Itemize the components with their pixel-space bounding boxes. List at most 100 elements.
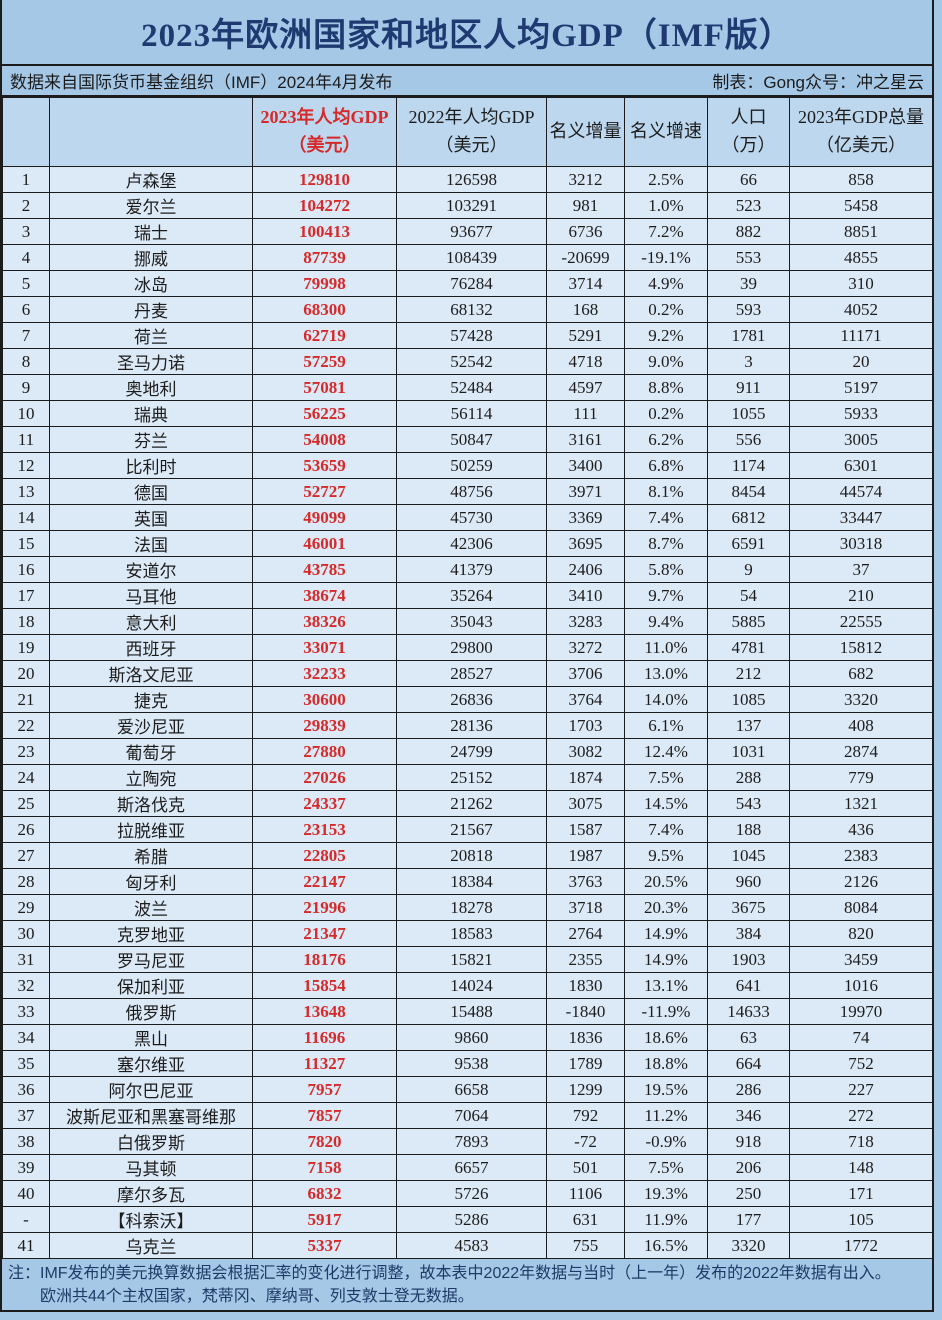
cell-nominal-growth-rate: 7.5% xyxy=(624,1154,708,1181)
cell-nominal-growth-rate: 7.5% xyxy=(624,764,708,791)
cell-nominal-growth-rate: 14.9% xyxy=(624,946,708,973)
cell-nominal-increase: 1299 xyxy=(546,1076,625,1103)
cell-gdp-per-capita-2023: 33071 xyxy=(252,634,397,661)
cell-gdp-total-2023: 227 xyxy=(789,1076,933,1103)
cell-gdp-per-capita-2023: 7957 xyxy=(252,1076,397,1103)
cell-nominal-increase: 755 xyxy=(546,1232,625,1259)
table-row: 16 安道尔 43785 41379 2406 5.8% 9 37 xyxy=(2,556,933,583)
cell-gdp-total-2023: 44574 xyxy=(789,478,933,505)
cell-country: 冰岛 xyxy=(49,270,253,297)
table-row: 22 爱沙尼亚 29839 28136 1703 6.1% 137 408 xyxy=(2,712,933,739)
cell-population-10k: 1903 xyxy=(707,946,790,973)
cell-nominal-increase: 2355 xyxy=(546,946,625,973)
cell-gdp-per-capita-2022: 6658 xyxy=(396,1076,547,1103)
cell-population-10k: 553 xyxy=(707,244,790,271)
cell-country: 斯洛伐克 xyxy=(49,790,253,817)
cell-gdp-per-capita-2023: 49099 xyxy=(252,504,397,531)
cell-country: 意大利 xyxy=(49,608,253,635)
cell-nominal-increase: 1587 xyxy=(546,816,625,843)
cell-country: 希腊 xyxy=(49,842,253,869)
cell-nominal-increase: 1874 xyxy=(546,764,625,791)
cell-nominal-growth-rate: 7.4% xyxy=(624,816,708,843)
cell-gdp-per-capita-2023: 7820 xyxy=(252,1128,397,1155)
cell-rank: 5 xyxy=(2,270,50,297)
table-row: 29 波兰 21996 18278 3718 20.3% 3675 8084 xyxy=(2,894,933,921)
cell-country: 塞尔维亚 xyxy=(49,1050,253,1077)
cell-gdp-per-capita-2022: 5726 xyxy=(396,1180,547,1207)
cell-nominal-growth-rate: 1.0% xyxy=(624,192,708,219)
cell-rank: 17 xyxy=(2,582,50,609)
cell-gdp-total-2023: 148 xyxy=(789,1154,933,1181)
cell-country: 英国 xyxy=(49,504,253,531)
cell-nominal-increase: 2406 xyxy=(546,556,625,583)
cell-rank: 14 xyxy=(2,504,50,531)
cell-gdp-per-capita-2023: 24337 xyxy=(252,790,397,817)
cell-country: 瑞典 xyxy=(49,400,253,427)
cell-gdp-per-capita-2023: 15854 xyxy=(252,972,397,999)
cell-nominal-increase: 5291 xyxy=(546,322,625,349)
cell-gdp-per-capita-2022: 20818 xyxy=(396,842,547,869)
cell-population-10k: 960 xyxy=(707,868,790,895)
cell-population-10k: 4781 xyxy=(707,634,790,661)
table-row: 18 意大利 38326 35043 3283 9.4% 5885 22555 xyxy=(2,608,933,635)
footnote-line-2: 欧洲共44个主权国家，梵蒂冈、摩纳哥、列支敦士登无数据。 xyxy=(40,1288,474,1305)
header-country xyxy=(49,97,253,167)
cell-nominal-increase: 1830 xyxy=(546,972,625,999)
cell-country: 捷克 xyxy=(49,686,253,713)
cell-nominal-growth-rate: 0.2% xyxy=(624,400,708,427)
cell-population-10k: 8454 xyxy=(707,478,790,505)
cell-gdp-total-2023: 105 xyxy=(789,1206,933,1233)
cell-rank: 20 xyxy=(2,660,50,687)
cell-nominal-increase: 1789 xyxy=(546,1050,625,1077)
cell-gdp-per-capita-2023: 27026 xyxy=(252,764,397,791)
cell-population-10k: 664 xyxy=(707,1050,790,1077)
cell-nominal-growth-rate: 9.5% xyxy=(624,842,708,869)
cell-gdp-per-capita-2022: 25152 xyxy=(396,764,547,791)
cell-country: 法国 xyxy=(49,530,253,557)
cell-gdp-per-capita-2022: 56114 xyxy=(396,400,547,427)
cell-nominal-growth-rate: 4.9% xyxy=(624,270,708,297)
cell-country: 丹麦 xyxy=(49,296,253,323)
cell-country: 波兰 xyxy=(49,894,253,921)
cell-nominal-increase: 3272 xyxy=(546,634,625,661)
table-row: 23 葡萄牙 27880 24799 3082 12.4% 1031 2874 xyxy=(2,738,933,765)
cell-country: 马耳他 xyxy=(49,582,253,609)
cell-nominal-growth-rate: 9.7% xyxy=(624,582,708,609)
cell-gdp-per-capita-2023: 53659 xyxy=(252,452,397,479)
table-row: 9 奥地利 57081 52484 4597 8.8% 911 5197 xyxy=(2,374,933,401)
cell-rank: 37 xyxy=(2,1102,50,1129)
table-row: 25 斯洛伐克 24337 21262 3075 14.5% 543 1321 xyxy=(2,790,933,817)
cell-gdp-per-capita-2023: 57081 xyxy=(252,374,397,401)
cell-gdp-total-2023: 820 xyxy=(789,920,933,947)
cell-nominal-growth-rate: 18.6% xyxy=(624,1024,708,1051)
cell-gdp-per-capita-2022: 57428 xyxy=(396,322,547,349)
cell-nominal-growth-rate: 6.8% xyxy=(624,452,708,479)
table-row: 17 马耳他 38674 35264 3410 9.7% 54 210 xyxy=(2,582,933,609)
cell-country: 摩尔多瓦 xyxy=(49,1180,253,1207)
cell-nominal-growth-rate: 13.1% xyxy=(624,972,708,999)
cell-population-10k: 6591 xyxy=(707,530,790,557)
cell-gdp-total-2023: 436 xyxy=(789,816,933,843)
header-gdp-total-2023: 2023年GDP总量 （亿美元） xyxy=(789,97,933,167)
cell-rank: 33 xyxy=(2,998,50,1025)
cell-rank: 36 xyxy=(2,1076,50,1103)
cell-rank: 11 xyxy=(2,426,50,453)
cell-nominal-increase: 4718 xyxy=(546,348,625,375)
cell-nominal-increase: 2764 xyxy=(546,920,625,947)
cell-nominal-increase: 168 xyxy=(546,296,625,323)
cell-nominal-growth-rate: 11.0% xyxy=(624,634,708,661)
cell-gdp-per-capita-2023: 13648 xyxy=(252,998,397,1025)
cell-country: 克罗地亚 xyxy=(49,920,253,947)
cell-gdp-total-2023: 1772 xyxy=(789,1232,933,1259)
table-row: 19 西班牙 33071 29800 3272 11.0% 4781 15812 xyxy=(2,634,933,661)
cell-country: 拉脱维亚 xyxy=(49,816,253,843)
header-rank xyxy=(2,97,50,167)
cell-nominal-increase: 3161 xyxy=(546,426,625,453)
cell-gdp-total-2023: 22555 xyxy=(789,608,933,635)
cell-population-10k: 3320 xyxy=(707,1232,790,1259)
cell-rank: 19 xyxy=(2,634,50,661)
cell-gdp-per-capita-2023: 22147 xyxy=(252,868,397,895)
cell-gdp-per-capita-2023: 18176 xyxy=(252,946,397,973)
cell-population-10k: 188 xyxy=(707,816,790,843)
